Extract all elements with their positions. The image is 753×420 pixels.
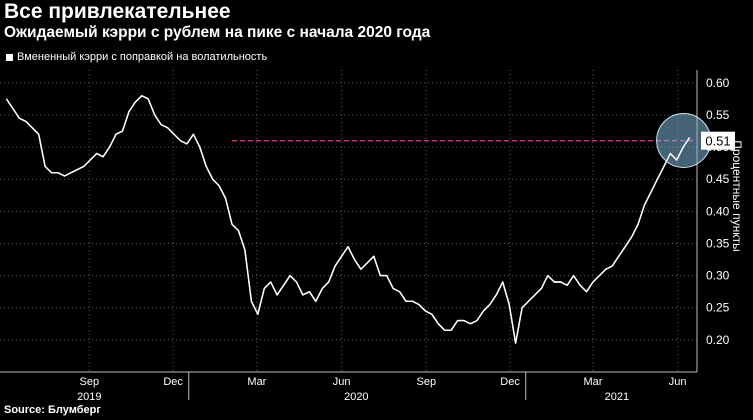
year-label: 2020: [344, 391, 368, 403]
x-tick-label: Sep: [417, 376, 437, 388]
series-line: [5, 94, 691, 344]
x-tick-label: Jun: [669, 376, 687, 388]
x-tick-label: Dec: [163, 376, 183, 388]
source-note: Source: Блумберг: [4, 404, 101, 416]
legend: Вмененный кэрри с поправкой на волатильн…: [6, 51, 267, 63]
y-tick-label: 0.45: [706, 172, 730, 186]
y-tick-label: 0.60: [706, 76, 730, 90]
year-label: 2019: [77, 391, 101, 403]
x-tick-label: Sep: [80, 376, 100, 388]
tick-labels: 0.200.250.300.350.400.450.500.550.60SepD…: [77, 76, 735, 403]
series-layer: [5, 94, 712, 344]
x-tick-label: Mar: [583, 376, 602, 388]
y-tick-label: 0.35: [706, 236, 730, 250]
chart-subtitle: Ожидаемый кэрри с рублем на пике с начал…: [4, 24, 431, 41]
y-tick-label: 0.40: [706, 204, 730, 218]
x-tick-label: Jun: [333, 376, 351, 388]
legend-swatch: [6, 53, 13, 61]
chart-title: Все привлекательнее: [4, 0, 231, 23]
y-tick-label: 0.55: [706, 108, 730, 122]
grid: [0, 70, 697, 372]
x-tick-label: Dec: [500, 376, 520, 388]
y-tick-label: 0.25: [706, 301, 730, 315]
y-tick-label: 0.20: [706, 333, 730, 347]
last-value-box: [701, 131, 735, 150]
year-label: 2021: [605, 391, 629, 403]
last-value-label: 0.51: [705, 134, 730, 149]
axes: [0, 70, 698, 400]
y-axis-label: Процентные пункты: [730, 140, 744, 252]
legend-label: Вмененный кэрри с поправкой на волатильн…: [17, 51, 268, 63]
y-tick-label: 0.30: [706, 269, 730, 283]
series-line-overlay: [5, 94, 691, 344]
x-tick-label: Mar: [247, 376, 266, 388]
